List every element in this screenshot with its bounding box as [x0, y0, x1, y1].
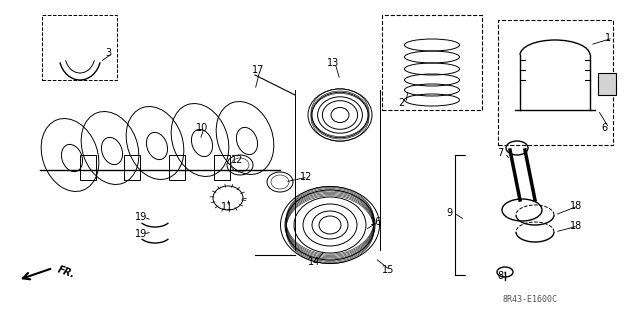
- Bar: [42, 15, 117, 80]
- Text: 3: 3: [105, 48, 111, 58]
- Bar: [382, 15, 482, 110]
- Text: 11: 11: [221, 202, 233, 212]
- Text: 10: 10: [196, 123, 208, 133]
- Text: 14: 14: [308, 257, 320, 267]
- Text: 6: 6: [601, 123, 607, 133]
- Ellipse shape: [319, 216, 341, 234]
- Text: 17: 17: [252, 65, 264, 75]
- Text: 12: 12: [300, 172, 312, 182]
- Text: 19: 19: [135, 212, 147, 222]
- Bar: [214, 155, 230, 180]
- Text: 2: 2: [398, 98, 404, 108]
- Text: FR.: FR.: [56, 264, 76, 280]
- Bar: [124, 155, 140, 180]
- Text: 8R43-E1600C: 8R43-E1600C: [502, 295, 557, 305]
- Text: 13: 13: [327, 58, 339, 68]
- Text: 8: 8: [497, 271, 503, 281]
- Text: 16: 16: [370, 217, 382, 227]
- Text: 18: 18: [570, 201, 582, 211]
- Text: 18: 18: [570, 221, 582, 231]
- Bar: [498, 20, 613, 145]
- Text: 1: 1: [605, 33, 611, 43]
- Text: 7: 7: [497, 148, 503, 158]
- Text: 19: 19: [135, 229, 147, 239]
- Text: 12: 12: [231, 155, 243, 165]
- Text: 15: 15: [382, 265, 394, 275]
- Bar: [169, 155, 185, 180]
- Bar: [80, 155, 96, 180]
- Bar: [598, 73, 616, 95]
- Text: 9: 9: [446, 208, 452, 218]
- Ellipse shape: [331, 108, 349, 122]
